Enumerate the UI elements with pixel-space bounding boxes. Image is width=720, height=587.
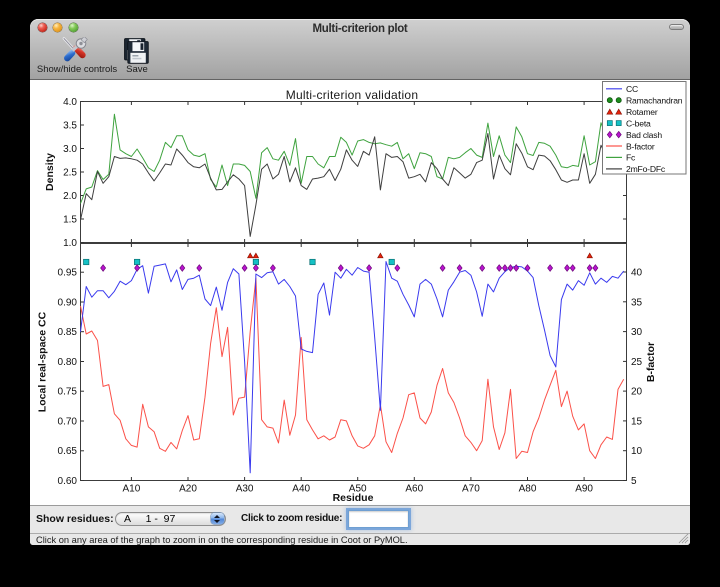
svg-text:0.80: 0.80 (58, 357, 78, 368)
svg-text:0.70: 0.70 (58, 417, 78, 428)
svg-text:Density: Density (44, 153, 56, 191)
svg-text:10: 10 (631, 446, 643, 457)
svg-text:40: 40 (631, 268, 643, 279)
svg-text:A80: A80 (519, 484, 537, 495)
svg-text:0.60: 0.60 (58, 476, 78, 487)
svg-text:0.75: 0.75 (58, 387, 78, 398)
svg-text:Multi-criterion validation: Multi-criterion validation (286, 88, 419, 102)
svg-text:4.0: 4.0 (63, 97, 77, 108)
svg-text:A60: A60 (405, 484, 423, 495)
svg-text:35: 35 (631, 297, 643, 308)
svg-text:0.85: 0.85 (58, 327, 78, 338)
svg-text:A40: A40 (292, 484, 310, 495)
svg-text:0.90: 0.90 (58, 298, 78, 309)
svg-text:0.95: 0.95 (58, 268, 78, 279)
svg-text:0.65: 0.65 (58, 446, 78, 457)
svg-text:Local real-space CC: Local real-space CC (37, 311, 49, 412)
svg-text:B-factor: B-factor (645, 342, 657, 382)
svg-text:C-beta: C-beta (626, 118, 651, 128)
svg-text:1.5: 1.5 (63, 215, 77, 226)
svg-text:B-factor: B-factor (626, 141, 655, 151)
svg-text:Rotamer: Rotamer (626, 107, 658, 117)
svg-text:A20: A20 (179, 484, 197, 495)
svg-text:30: 30 (631, 327, 643, 338)
svg-text:A50: A50 (349, 484, 367, 495)
svg-text:3.0: 3.0 (63, 144, 77, 155)
svg-text:2mFo-DFc: 2mFo-DFc (626, 164, 666, 174)
svg-text:15: 15 (631, 416, 643, 427)
svg-text:20: 20 (631, 387, 643, 398)
svg-text:25: 25 (631, 357, 643, 368)
svg-text:2.0: 2.0 (63, 191, 77, 202)
svg-text:Bad clash: Bad clash (626, 130, 662, 140)
svg-text:2.5: 2.5 (63, 168, 77, 179)
svg-text:A70: A70 (462, 484, 480, 495)
svg-text:A10: A10 (123, 484, 141, 495)
svg-text:A90: A90 (575, 484, 593, 495)
svg-text:3.5: 3.5 (63, 121, 77, 132)
svg-text:5: 5 (631, 476, 637, 487)
svg-text:Residue: Residue (333, 492, 374, 504)
svg-text:CC: CC (626, 84, 638, 94)
svg-text:Fc: Fc (626, 153, 636, 163)
svg-text:1.0: 1.0 (63, 238, 77, 249)
svg-text:Ramachandran: Ramachandran (626, 96, 683, 106)
svg-text:A30: A30 (236, 484, 254, 495)
